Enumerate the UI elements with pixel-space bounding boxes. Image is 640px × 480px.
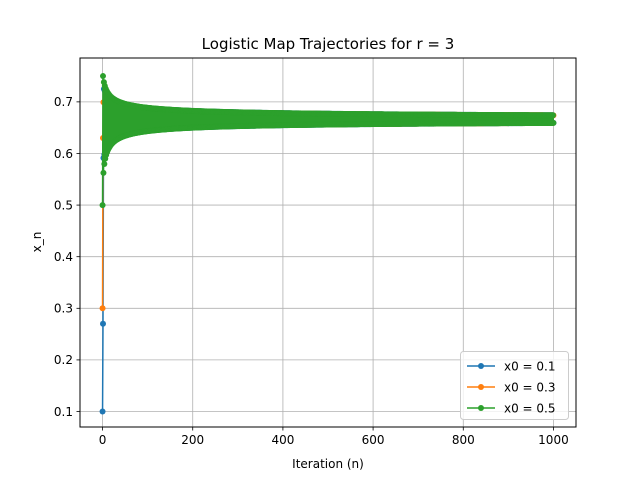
data-point (550, 119, 557, 126)
y-tick-label: 0.6 (54, 147, 73, 161)
y-tick-label: 0.7 (54, 95, 73, 109)
series-layer (99, 73, 557, 415)
data-point (100, 320, 106, 327)
data-point (100, 73, 106, 80)
x-tick-label: 400 (271, 433, 294, 447)
legend-marker (478, 384, 484, 390)
y-tick-label: 0.4 (54, 250, 73, 264)
data-point (99, 408, 106, 415)
x-axis: 0 200 400 600 800 1000 (99, 427, 569, 447)
data-point (100, 169, 107, 176)
x-tick-label: 800 (452, 433, 475, 447)
y-tick-label: 0.2 (54, 353, 73, 367)
y-axis: 0.1 0.2 0.3 0.4 0.5 0.6 0.7 (54, 95, 80, 419)
legend-marker (478, 405, 484, 411)
data-point (550, 112, 556, 119)
legend-entry-label: x0 = 0.5 (504, 401, 556, 415)
plot-frame (79, 57, 577, 428)
x-tick-label: 600 (362, 433, 385, 447)
legend-entry-label: x0 = 0.3 (504, 380, 556, 394)
data-point (99, 305, 106, 312)
legend-frame (460, 351, 569, 420)
x-tick-label: 0 (99, 433, 107, 447)
legend: x0 = 0.1 x0 = 0.3 x0 = 0.5 (460, 351, 569, 420)
chart-title: Logistic Map Trajectories for r = 3 (202, 35, 455, 53)
legend-marker (478, 363, 484, 369)
x-tick-label: 200 (181, 433, 204, 447)
data-point (99, 202, 106, 209)
x-tick-label: 1000 (538, 433, 569, 447)
series-3 (99, 73, 557, 209)
y-tick-label: 0.1 (54, 405, 73, 419)
y-tick-label: 0.3 (54, 302, 73, 316)
y-axis-label: x_n (30, 232, 44, 253)
y-tick-label: 0.5 (54, 198, 73, 212)
x-axis-label: Iteration (n) (292, 457, 364, 471)
legend-entry-label: x0 = 0.1 (504, 359, 556, 373)
data-point (101, 160, 108, 167)
